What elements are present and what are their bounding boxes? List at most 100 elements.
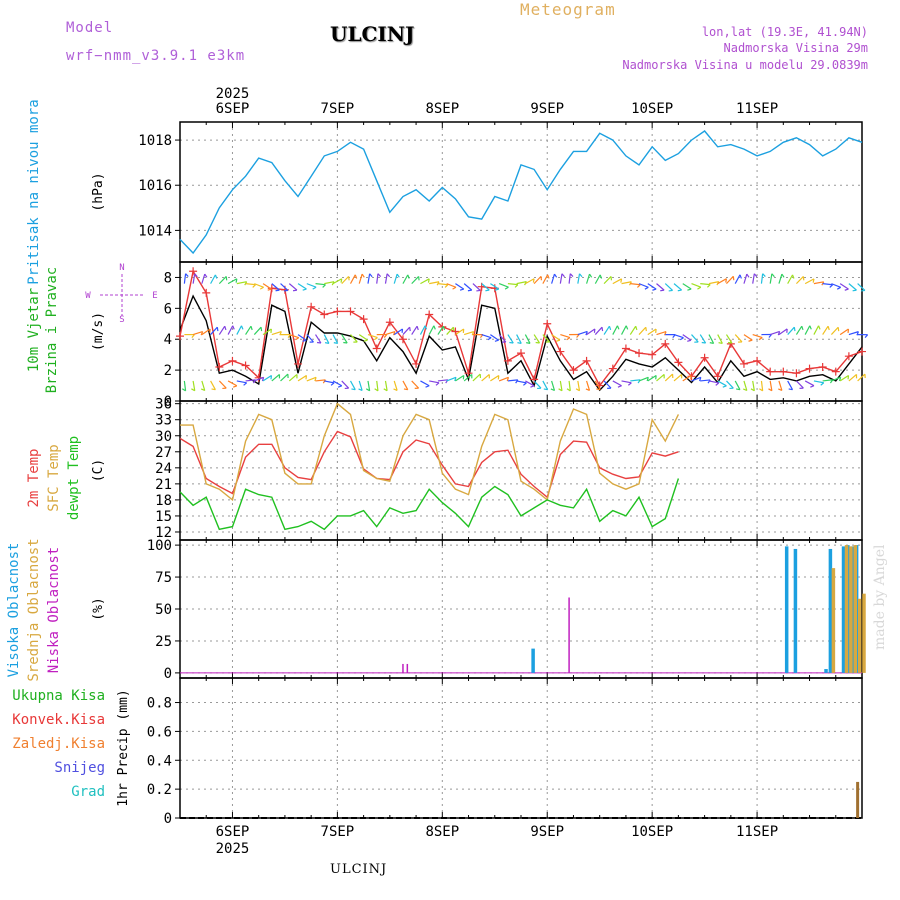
wind-barb-head — [532, 278, 535, 283]
footer-station: ULCINJ — [330, 862, 388, 877]
wind-barb — [551, 380, 556, 391]
wind-barb — [419, 325, 426, 335]
wind-barb — [725, 334, 733, 344]
wind-barb — [752, 380, 755, 391]
wind-barb — [691, 283, 702, 288]
day-label-bottom: 7SEP — [321, 824, 355, 840]
wind-barb-head — [550, 388, 555, 392]
cloud-bar — [402, 663, 404, 673]
wind-barb — [857, 283, 866, 291]
wind-barb — [367, 273, 371, 284]
pressure-frame — [179, 121, 863, 263]
wind-barb-head — [393, 388, 398, 392]
wind-barb — [481, 283, 490, 291]
wind-barb-head — [736, 388, 741, 391]
wind-barb — [778, 328, 788, 336]
wind-barb-head — [652, 288, 657, 291]
y-tick-label: 0.8 — [147, 696, 172, 712]
wind-barb — [822, 325, 829, 335]
wind-barb-head — [768, 388, 773, 392]
wind-speed-line — [179, 294, 863, 392]
wind-barb — [358, 334, 368, 341]
wind-barb — [795, 380, 804, 389]
wind-barb — [813, 380, 824, 384]
gust-marker — [307, 302, 316, 311]
gust-marker — [858, 347, 866, 356]
wind-barb — [192, 273, 196, 284]
gust-marker — [464, 369, 473, 378]
cloud-bar — [531, 648, 535, 673]
gust-marker — [359, 315, 368, 324]
wind-barb-head — [715, 382, 720, 386]
wind-barb — [612, 325, 618, 335]
wind-barb — [656, 331, 667, 336]
wind-barb — [612, 380, 622, 387]
y-tick-label: 0.6 — [147, 724, 172, 740]
cloud-bar — [841, 546, 846, 673]
wind-barb — [262, 283, 272, 290]
wind-barb-head — [852, 289, 857, 292]
wind-barb — [490, 283, 500, 290]
y-tick-label: 0.2 — [147, 782, 172, 798]
gust-marker — [739, 359, 748, 368]
wind-barb — [804, 380, 815, 387]
wind-barb-head — [585, 331, 588, 336]
y-tick-label: 0 — [164, 394, 172, 410]
wind-barb — [341, 334, 348, 344]
gust-marker — [398, 335, 407, 344]
cloud-bar — [831, 568, 836, 673]
wind-barb — [551, 334, 561, 341]
wind-barb — [472, 283, 481, 291]
wind-barb-head — [442, 325, 446, 331]
wind-barb — [638, 283, 649, 288]
wind-barb — [726, 380, 734, 389]
cloud-bar — [857, 598, 862, 673]
wind-barb-head — [699, 377, 702, 382]
wind-barb — [822, 283, 833, 286]
wind-barb-head — [504, 286, 509, 290]
wind-barb-head — [762, 273, 766, 277]
wind-barb-head — [494, 339, 499, 342]
wind-barb-head — [373, 337, 378, 341]
gust-marker — [372, 344, 381, 353]
wind-barb-head — [810, 385, 815, 388]
wind-barb — [384, 273, 388, 284]
wind-barb-head — [709, 342, 714, 345]
wind-barb-head — [330, 382, 335, 386]
wind-barb — [253, 326, 262, 335]
wind-legend-2: Brzina i Pravac — [44, 267, 60, 393]
precip-legend: Konvek.Kisa — [12, 712, 105, 728]
model-label: Model — [66, 20, 114, 36]
wind-barb-head — [361, 273, 365, 278]
wind-barb-head — [627, 382, 632, 386]
wind-barb-head — [677, 289, 682, 292]
wind-barb-head — [753, 273, 758, 278]
wind-barb — [324, 380, 335, 384]
wind-barb-head — [596, 388, 601, 391]
wind-barb — [227, 380, 238, 387]
wind-barb-head — [416, 325, 419, 331]
wind-barb — [559, 380, 563, 391]
gust-marker — [503, 356, 512, 365]
cloud-bar — [568, 597, 570, 673]
wind-barb — [769, 380, 773, 391]
gust-marker — [805, 364, 814, 373]
y-tick-label: 24 — [155, 461, 172, 477]
y-tick-label: 33 — [155, 413, 172, 429]
wind-barb — [752, 334, 763, 339]
wind-barb — [621, 380, 632, 384]
gust-marker — [241, 361, 250, 370]
wind-barb-head — [302, 288, 307, 291]
wind-barb — [385, 330, 396, 336]
wind-barb — [437, 325, 444, 335]
2m-temp-line — [179, 430, 679, 499]
wind-barb-head — [427, 278, 430, 283]
wind-barb — [437, 283, 448, 286]
wind-barb — [594, 274, 601, 284]
wind-units: (m/s) — [91, 312, 106, 351]
wind-barb-head — [530, 385, 535, 388]
wind-barb-head — [801, 325, 804, 331]
wind-barb-head — [351, 388, 356, 391]
wind-barb-head — [514, 284, 519, 288]
wind-barb — [192, 330, 203, 336]
